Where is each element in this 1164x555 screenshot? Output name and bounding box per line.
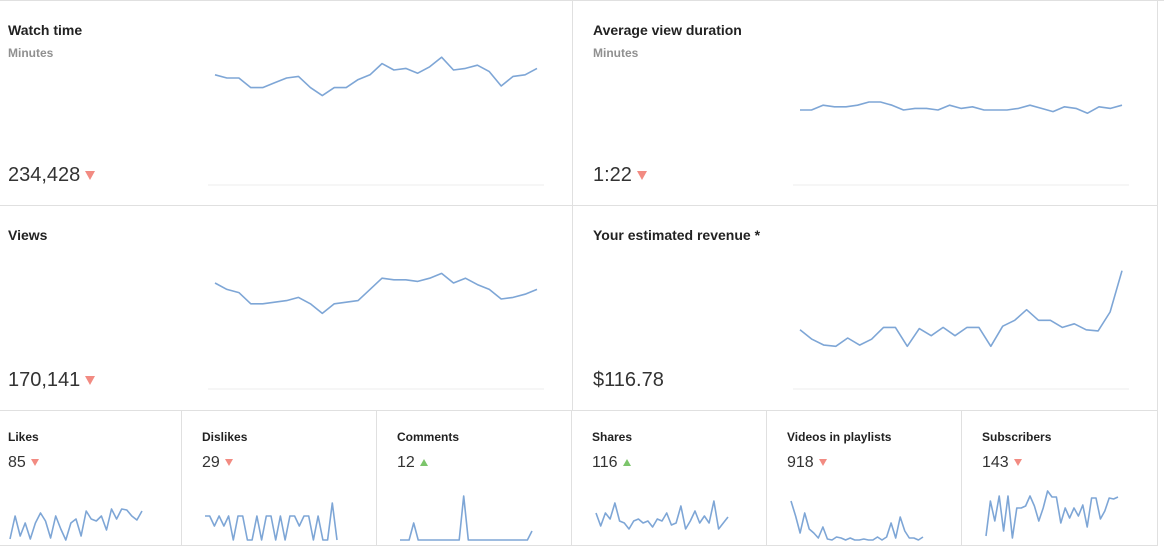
card-title: Dislikes bbox=[202, 430, 248, 444]
card-title: Subscribers bbox=[982, 430, 1052, 444]
card-title: Comments bbox=[397, 430, 460, 444]
series-line bbox=[214, 56, 538, 97]
watch-time-card[interactable]: Watch time Minutes 234,428 bbox=[0, 1, 573, 206]
revenue-card[interactable]: Your estimated revenue * $116.78 bbox=[573, 206, 1158, 411]
card-title: Watch time bbox=[8, 22, 83, 38]
card-title: Shares bbox=[592, 430, 633, 444]
series-line bbox=[400, 495, 533, 541]
subscribers-sparkline bbox=[985, 490, 1119, 539]
card-value: 85 bbox=[8, 454, 39, 472]
trend-down-icon bbox=[636, 171, 647, 181]
likes-card[interactable]: Likes 85 bbox=[0, 411, 182, 546]
avg-view-duration-sparkline bbox=[793, 101, 1129, 186]
series-line bbox=[205, 502, 338, 541]
card-value: 170,141 bbox=[8, 369, 96, 392]
comments-card[interactable]: Comments 12 bbox=[377, 411, 572, 546]
trend-down-icon bbox=[85, 376, 96, 386]
card-value: 143 bbox=[982, 454, 1022, 472]
series-line bbox=[985, 490, 1119, 539]
series-line bbox=[800, 101, 1123, 114]
dislikes-card[interactable]: Dislikes 29 bbox=[182, 411, 377, 546]
subscribers-card[interactable]: Subscribers 143 bbox=[962, 411, 1158, 546]
watch-time-sparkline bbox=[208, 56, 544, 186]
series-line bbox=[799, 270, 1123, 348]
series-line bbox=[595, 500, 729, 530]
likes-sparkline bbox=[9, 508, 143, 541]
trend-down-icon bbox=[1013, 459, 1022, 467]
trend-down-icon bbox=[818, 459, 827, 467]
card-value: 234,428 bbox=[8, 164, 96, 187]
card-value: 116 bbox=[592, 454, 631, 472]
trend-down-icon bbox=[85, 171, 96, 181]
views-card[interactable]: Views 170,141 bbox=[0, 206, 573, 411]
card-subtitle: Minutes bbox=[593, 46, 639, 60]
trend-up-icon bbox=[419, 459, 428, 467]
shares-card[interactable]: Shares 116 bbox=[572, 411, 767, 546]
card-value: 12 bbox=[397, 454, 428, 472]
card-subtitle: Minutes bbox=[8, 46, 54, 60]
card-value: 29 bbox=[202, 454, 233, 472]
trend-up-icon bbox=[622, 459, 631, 467]
card-title: Average view duration bbox=[593, 22, 742, 38]
card-title: Views bbox=[8, 227, 48, 243]
views-sparkline bbox=[208, 272, 544, 390]
card-value: $116.78 bbox=[593, 369, 664, 391]
videos-in-playlists-card[interactable]: Videos in playlists 918 bbox=[767, 411, 962, 546]
dislikes-sparkline bbox=[205, 502, 338, 541]
card-title: Videos in playlists bbox=[787, 430, 892, 444]
series-line bbox=[214, 272, 538, 315]
comments-sparkline bbox=[400, 495, 533, 541]
series-line bbox=[790, 500, 924, 541]
card-value: 918 bbox=[787, 454, 827, 472]
trend-down-icon bbox=[224, 459, 233, 467]
shares-sparkline bbox=[595, 500, 729, 530]
card-title: Your estimated revenue * bbox=[593, 227, 761, 243]
card-value: 1:22 bbox=[593, 164, 647, 187]
avg-view-duration-card[interactable]: Average view duration Minutes 1:22 bbox=[573, 1, 1158, 206]
revenue-sparkline bbox=[793, 270, 1129, 390]
card-title: Likes bbox=[8, 430, 39, 444]
playlists-sparkline bbox=[790, 500, 924, 541]
trend-down-icon bbox=[30, 459, 39, 467]
series-line bbox=[9, 508, 143, 541]
